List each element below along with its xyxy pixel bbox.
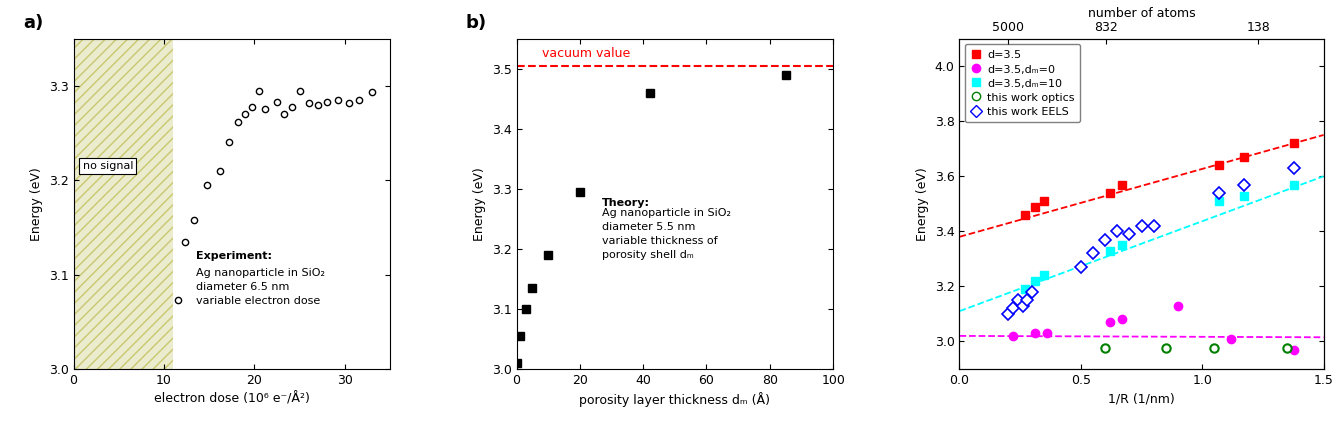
X-axis label: electron dose (10⁶ e⁻/Å²): electron dose (10⁶ e⁻/Å²): [154, 393, 310, 406]
Y-axis label: Energy (eV): Energy (eV): [31, 167, 43, 241]
Text: Ag nanoparticle in SiO₂
diameter 6.5 nm
variable electron dose: Ag nanoparticle in SiO₂ diameter 6.5 nm …: [195, 268, 325, 306]
Text: vacuum value: vacuum value: [541, 47, 630, 60]
X-axis label: porosity layer thickness dₘ (Å): porosity layer thickness dₘ (Å): [579, 393, 770, 407]
Text: b): b): [465, 14, 487, 32]
Text: no signal: no signal: [83, 161, 134, 171]
Text: Theory:: Theory:: [602, 198, 650, 208]
Text: Ag nanoparticle in SiO₂
diameter 5.5 nm
variable thickness of
porosity shell dₘ: Ag nanoparticle in SiO₂ diameter 5.5 nm …: [602, 208, 731, 260]
Y-axis label: Energy (eV): Energy (eV): [916, 167, 929, 241]
Y-axis label: Energy (eV): Energy (eV): [473, 167, 487, 241]
Legend: d=3.5, d=3.5,dₘ=0, d=3.5,dₘ=10, this work optics, this work EELS: d=3.5, d=3.5,dₘ=0, d=3.5,dₘ=10, this wor…: [965, 44, 1080, 123]
X-axis label: 1/R (1/nm): 1/R (1/nm): [1108, 393, 1175, 405]
Text: Experiment:: Experiment:: [195, 251, 271, 261]
Text: a): a): [23, 14, 43, 32]
Bar: [74, 39, 172, 369]
X-axis label: number of atoms: number of atoms: [1088, 6, 1195, 20]
Bar: [74, 39, 172, 369]
